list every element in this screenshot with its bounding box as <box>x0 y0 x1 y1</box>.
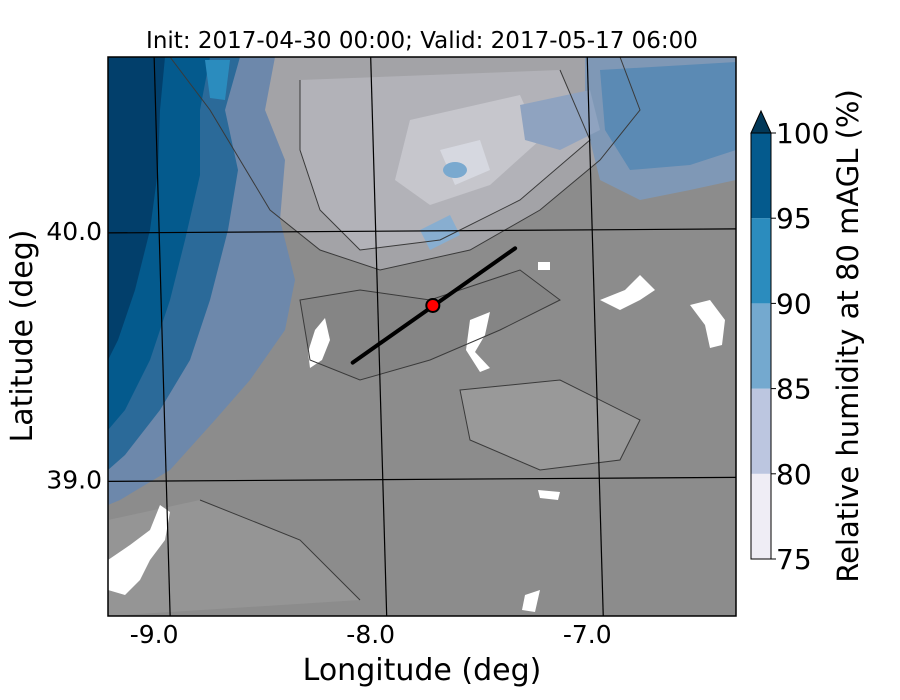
humidity-band-coastal-core <box>108 57 165 360</box>
grid-meridian-2 <box>586 57 604 616</box>
y-tick-label-1: 39.0 <box>46 465 102 494</box>
y-axis-label: Latitude (deg) <box>5 230 40 443</box>
x-tick-label-0: -9.0 <box>130 620 179 649</box>
colorbar-tick-label-5: 100 <box>776 117 829 150</box>
colorbar-segment-4 <box>751 133 771 219</box>
white-patches <box>108 262 725 612</box>
white-patch-plateau <box>538 490 560 500</box>
grid-parallel-0 <box>108 228 736 234</box>
humidity-spot-coast-n <box>205 60 230 100</box>
colorbar-tick-label-0: 75 <box>776 543 812 576</box>
white-patch-river-d <box>690 300 725 348</box>
colorbar-extend-arrow <box>750 109 772 134</box>
grid-parallel-1 <box>108 476 736 482</box>
white-patch-river-c <box>600 275 655 310</box>
humidity-spot-85 <box>443 162 467 178</box>
white-patch-river-a <box>308 318 330 368</box>
x-tick-label-2: -7.0 <box>563 620 612 649</box>
map-plot-area <box>108 57 736 616</box>
colorbar-segment-1 <box>751 388 771 474</box>
white-patch-river-b <box>466 312 490 372</box>
humidity-shade-south <box>108 500 360 616</box>
colorbar-segment-2 <box>751 303 771 389</box>
white-patch-estuary <box>108 505 170 595</box>
contour-lines <box>169 57 641 601</box>
y-tick-label-0: 40.0 <box>46 217 102 246</box>
colorbar-segment-0 <box>751 473 771 559</box>
white-patch-south <box>522 590 540 612</box>
contour-line-upland <box>169 57 641 271</box>
colorbar-segment-3 <box>751 218 771 304</box>
contour-line-plateau <box>459 379 641 471</box>
colorbar-tick-label-4: 95 <box>776 202 812 235</box>
plot-frame <box>107 56 737 617</box>
colorbar: 75 80 85 90 95 100 <box>750 109 829 576</box>
white-patch-lake <box>538 262 550 270</box>
colorbar-label: Relative humidity at 80 mAGL (%) <box>831 89 865 583</box>
humidity-patch-n <box>520 90 600 150</box>
colorbar-frame <box>750 132 772 560</box>
grid-meridian-0 <box>153 57 171 616</box>
humidity-patch-ne-core <box>600 62 736 170</box>
x-axis-ticks: -9.0 -8.0 -7.0 <box>130 620 612 649</box>
colorbar-tick-label-3: 90 <box>776 287 812 320</box>
graticule <box>108 57 736 616</box>
colorbar-tick-label-2: 85 <box>776 373 812 406</box>
x-axis-label: Longitude (deg) <box>303 653 542 688</box>
y-axis-ticks: 40.0 39.0 <box>46 217 102 494</box>
colorbar-tick-label-1: 80 <box>776 458 812 491</box>
chart-title: Init: 2017-04-30 00:00; Valid: 2017-05-1… <box>146 28 698 54</box>
grid-meridian-1 <box>370 57 388 616</box>
contour-line-ridge <box>299 69 591 251</box>
humidity-shade-plateau <box>460 380 640 470</box>
location-marker <box>425 297 441 313</box>
contour-line-south <box>199 499 361 601</box>
x-tick-label-1: -8.0 <box>346 620 395 649</box>
contour-line-valley <box>299 269 561 381</box>
